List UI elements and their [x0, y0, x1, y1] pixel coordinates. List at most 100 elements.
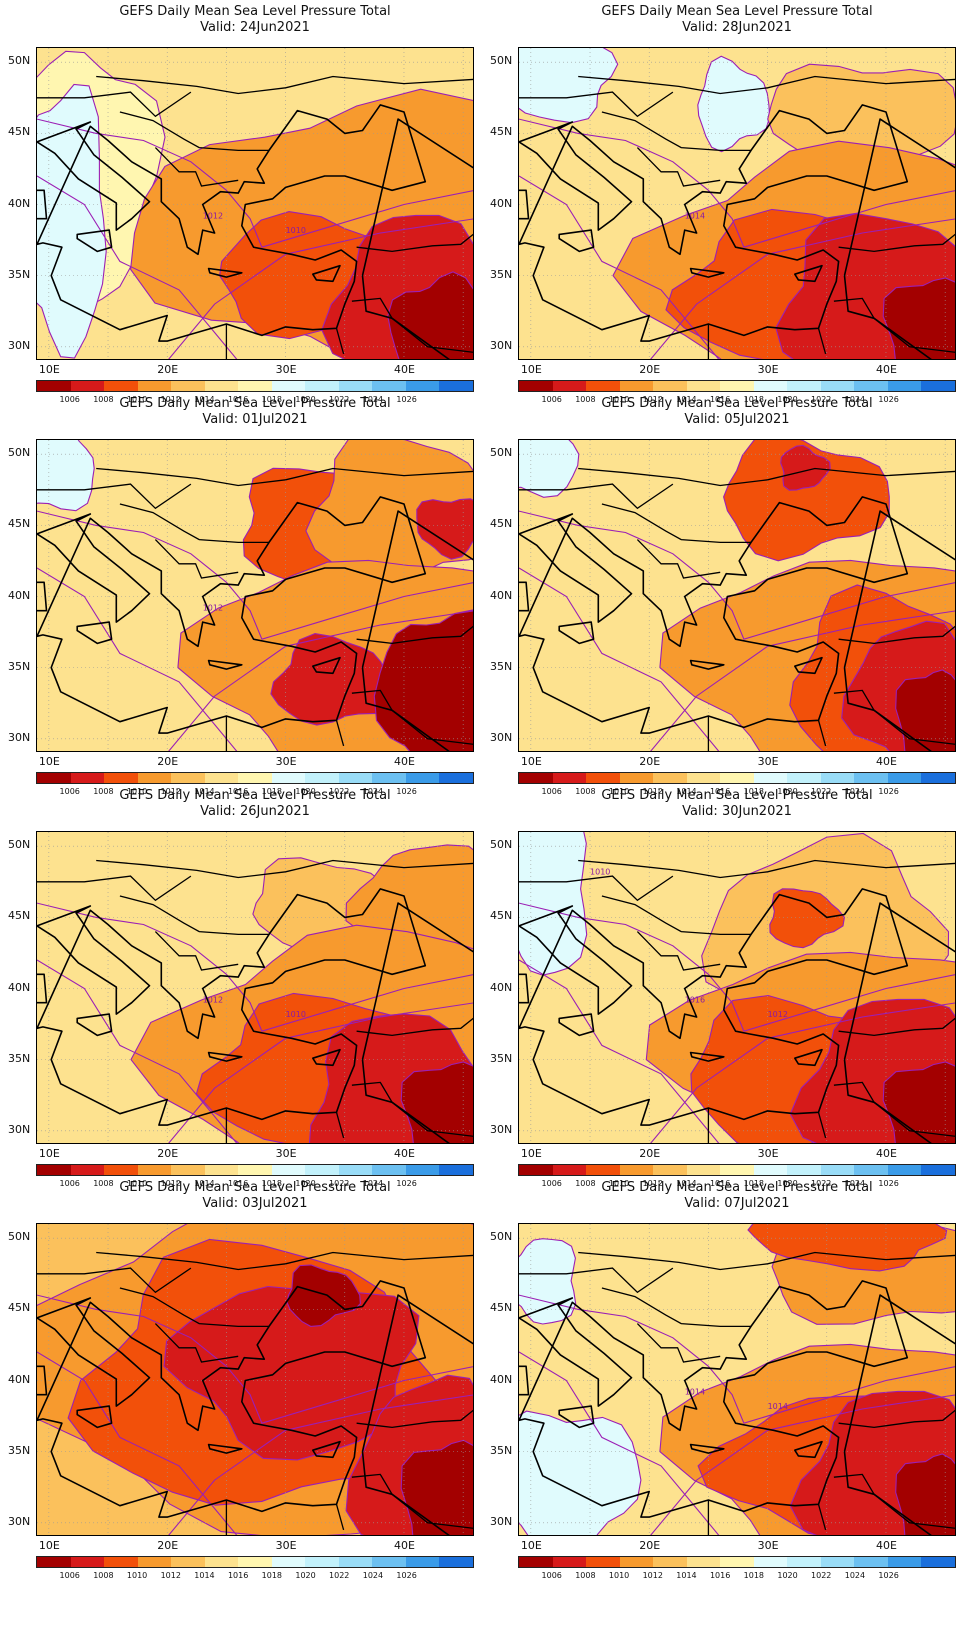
- pressure-contour-area: [895, 1453, 955, 1535]
- latitude-label: 40N: [8, 980, 31, 994]
- country-border: [37, 483, 192, 510]
- colorbar-swatch: [405, 773, 440, 783]
- colorbar-label: 1016: [709, 1179, 731, 1188]
- pressure-contour-area: [769, 888, 845, 949]
- country-border: [37, 91, 192, 118]
- colorbar-label: 1006: [541, 395, 562, 404]
- longitude-label: 40E: [875, 755, 897, 768]
- coastline: [843, 118, 955, 359]
- coastline: [794, 264, 823, 283]
- country-border: [833, 1473, 955, 1529]
- latitude-label: 30N: [8, 730, 31, 744]
- colorbar-swatch: [552, 773, 587, 783]
- latitude-label: 30N: [490, 338, 513, 352]
- colorbar-swatch: [619, 1165, 654, 1175]
- country-border: [838, 1409, 955, 1429]
- coastline: [207, 1051, 243, 1062]
- colorbar-label: 1010: [608, 1571, 630, 1580]
- colorbar-swatch: [37, 1165, 71, 1175]
- colorbar-swatch: [204, 1557, 239, 1567]
- coastline: [37, 104, 427, 342]
- panel-title-text: GEFS Daily Mean Sea Level Pressure Total: [119, 396, 391, 411]
- colorbar-swatch: [204, 1165, 239, 1175]
- contour-label: 1012: [768, 1010, 788, 1019]
- longitude-label: 10E: [520, 755, 542, 768]
- colorbar-swatch: [820, 773, 855, 783]
- longitude-label: 20E: [157, 363, 179, 376]
- colorbar-swatch: [552, 1557, 587, 1567]
- colorbar-swatch: [753, 773, 788, 783]
- coastline: [794, 1048, 823, 1067]
- colorbar-swatch: [171, 381, 205, 391]
- colorbar-swatch: [753, 1557, 788, 1567]
- country-border: [154, 1323, 239, 1363]
- colorbar-swatch: [720, 1165, 754, 1175]
- colorbar-swatch: [854, 381, 888, 391]
- colorbar-label: 1008: [575, 1179, 596, 1188]
- country-border: [519, 1267, 674, 1294]
- longitude-label: 40E: [875, 1539, 897, 1552]
- latitude-label: 30N: [490, 730, 513, 744]
- colorbar-swatch: [686, 381, 721, 391]
- coastline: [519, 513, 633, 623]
- latitude-label: 50N: [8, 446, 31, 460]
- colorbar-label: 1026: [878, 787, 899, 796]
- panel-title: GEFS Daily Mean Sea Level Pressure Total…: [36, 1180, 474, 1212]
- colorbar-swatch: [405, 1165, 440, 1175]
- coastline: [312, 1440, 341, 1459]
- colorbar-swatch: [372, 1165, 406, 1175]
- colorbar-label: 1016: [709, 1571, 731, 1580]
- coastline: [37, 888, 427, 1126]
- country-border: [119, 503, 269, 544]
- colorbar-label: 1010: [126, 787, 148, 796]
- colorbar-swatch: [921, 1557, 955, 1567]
- map-panel: GEFS Daily Mean Sea Level Pressure Total…: [0, 784, 482, 1194]
- panel-title-text: GEFS Daily Mean Sea Level Pressure Total: [119, 4, 391, 19]
- colorbar-label: 1018: [743, 395, 765, 404]
- coastline: [558, 621, 595, 645]
- country-border: [351, 689, 473, 745]
- valid-date: Valid: 01Jul2021: [202, 412, 308, 427]
- latitude-label: 35N: [490, 659, 513, 673]
- colorbar-swatch: [686, 1557, 721, 1567]
- latitude-label: 45N: [490, 125, 513, 139]
- latitude-label: 45N: [8, 517, 31, 531]
- isobar-line: [650, 1002, 955, 1143]
- country-border: [96, 75, 473, 95]
- country-border: [601, 895, 751, 936]
- colorbar-label: 1024: [362, 787, 384, 796]
- coastline: [519, 581, 530, 612]
- coastline: [361, 510, 473, 751]
- latitude-label: 40N: [490, 1372, 513, 1386]
- isobar-line: [650, 610, 955, 751]
- colorbar-label: 1006: [59, 1571, 80, 1580]
- panel-title-text: GEFS Daily Mean Sea Level Pressure Total: [601, 788, 873, 803]
- country-border: [96, 859, 473, 879]
- pressure-map: 1014: [518, 47, 956, 360]
- valid-date: Valid: 03Jul2021: [202, 1196, 308, 1211]
- country-border: [37, 875, 192, 902]
- colorbar-swatch: [70, 1165, 105, 1175]
- colorbar-swatch: [338, 1557, 373, 1567]
- colorbar-label: 1022: [811, 1571, 832, 1580]
- colorbar-label: 1014: [194, 1571, 215, 1580]
- pressure-map-svg: 1014 1014: [519, 1224, 955, 1535]
- longitude-label: 20E: [639, 1147, 661, 1160]
- pressure-map: 1016 1012 1010: [518, 831, 956, 1144]
- colorbar-label: 1020: [777, 787, 798, 796]
- panel-title: GEFS Daily Mean Sea Level Pressure Total…: [36, 788, 474, 820]
- pressure-map: 1012: [36, 439, 474, 752]
- colorbar-swatch: [70, 1557, 105, 1567]
- panel-title-text: GEFS Daily Mean Sea Level Pressure Total: [601, 396, 873, 411]
- latitude-label: 50N: [490, 446, 513, 460]
- colorbar-swatch: [372, 1557, 406, 1567]
- coastline: [794, 656, 823, 675]
- colorbar-label: 1026: [878, 1179, 899, 1188]
- country-border: [119, 895, 269, 936]
- latitude-label: 40N: [8, 1372, 31, 1386]
- colorbar-label: 1012: [160, 395, 181, 404]
- coastline: [519, 121, 633, 231]
- pressure-contour-area: [286, 1264, 361, 1327]
- longitude-label: 20E: [157, 755, 179, 768]
- coastline: [361, 1294, 473, 1535]
